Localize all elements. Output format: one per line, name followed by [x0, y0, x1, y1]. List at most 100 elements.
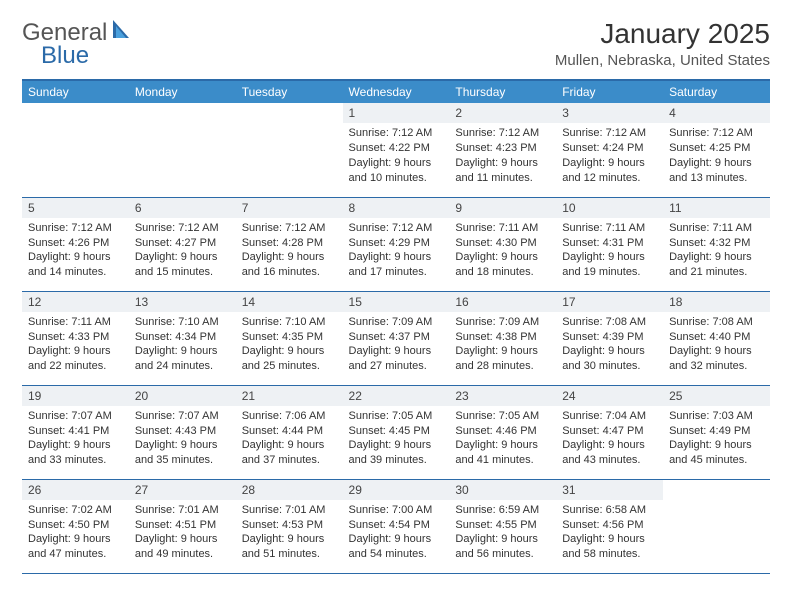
sunrise-text: Sunrise: 7:01 AM: [242, 503, 337, 518]
day-number: 31: [556, 480, 663, 500]
day-number: 21: [236, 386, 343, 406]
day-body: Sunrise: 7:01 AMSunset: 4:53 PMDaylight:…: [236, 500, 343, 565]
sunrise-text: Sunrise: 7:04 AM: [562, 409, 657, 424]
header: General January 2025 Mullen, Nebraska, U…: [22, 18, 770, 69]
calendar-cell: 2Sunrise: 7:12 AMSunset: 4:23 PMDaylight…: [449, 103, 556, 197]
calendar-cell: 4Sunrise: 7:12 AMSunset: 4:25 PMDaylight…: [663, 103, 770, 197]
weekday-header: Sunday: [22, 80, 129, 103]
sunset-text: Sunset: 4:38 PM: [455, 330, 550, 345]
title-block: January 2025 Mullen, Nebraska, United St…: [555, 18, 770, 69]
calendar-cell: 8Sunrise: 7:12 AMSunset: 4:29 PMDaylight…: [343, 197, 450, 291]
logo-line2: Blue: [41, 42, 89, 70]
sunset-text: Sunset: 4:54 PM: [349, 518, 444, 533]
sunrise-text: Sunrise: 6:59 AM: [455, 503, 550, 518]
day-number: 29: [343, 480, 450, 500]
day-number: 13: [129, 292, 236, 312]
day-body: Sunrise: 7:12 AMSunset: 4:23 PMDaylight:…: [449, 123, 556, 188]
daylight-text: Daylight: 9 hours and 14 minutes.: [28, 250, 123, 280]
sunset-text: Sunset: 4:50 PM: [28, 518, 123, 533]
day-number: [663, 480, 770, 484]
sunset-text: Sunset: 4:44 PM: [242, 424, 337, 439]
calendar-row: 5Sunrise: 7:12 AMSunset: 4:26 PMDaylight…: [22, 197, 770, 291]
day-number: 12: [22, 292, 129, 312]
daylight-text: Daylight: 9 hours and 43 minutes.: [562, 438, 657, 468]
calendar-row: 19Sunrise: 7:07 AMSunset: 4:41 PMDayligh…: [22, 385, 770, 479]
sunset-text: Sunset: 4:37 PM: [349, 330, 444, 345]
calendar-cell: 17Sunrise: 7:08 AMSunset: 4:39 PMDayligh…: [556, 291, 663, 385]
calendar-cell: 1Sunrise: 7:12 AMSunset: 4:22 PMDaylight…: [343, 103, 450, 197]
daylight-text: Daylight: 9 hours and 24 minutes.: [135, 344, 230, 374]
sunrise-text: Sunrise: 7:07 AM: [135, 409, 230, 424]
calendar-table: Sunday Monday Tuesday Wednesday Thursday…: [22, 79, 770, 574]
day-number: 23: [449, 386, 556, 406]
daylight-text: Daylight: 9 hours and 21 minutes.: [669, 250, 764, 280]
sunrise-text: Sunrise: 7:12 AM: [349, 126, 444, 141]
daylight-text: Daylight: 9 hours and 30 minutes.: [562, 344, 657, 374]
day-number: 11: [663, 198, 770, 218]
weekday-header: Tuesday: [236, 80, 343, 103]
day-number: [236, 103, 343, 107]
calendar-cell: 10Sunrise: 7:11 AMSunset: 4:31 PMDayligh…: [556, 197, 663, 291]
calendar-cell: 28Sunrise: 7:01 AMSunset: 4:53 PMDayligh…: [236, 479, 343, 573]
calendar-cell: [236, 103, 343, 197]
day-body: Sunrise: 7:10 AMSunset: 4:35 PMDaylight:…: [236, 312, 343, 377]
sunset-text: Sunset: 4:39 PM: [562, 330, 657, 345]
daylight-text: Daylight: 9 hours and 16 minutes.: [242, 250, 337, 280]
day-number: 4: [663, 103, 770, 123]
day-body: Sunrise: 7:12 AMSunset: 4:27 PMDaylight:…: [129, 218, 236, 283]
location: Mullen, Nebraska, United States: [555, 52, 770, 69]
day-body: Sunrise: 6:58 AMSunset: 4:56 PMDaylight:…: [556, 500, 663, 565]
daylight-text: Daylight: 9 hours and 12 minutes.: [562, 156, 657, 186]
calendar-cell: 11Sunrise: 7:11 AMSunset: 4:32 PMDayligh…: [663, 197, 770, 291]
calendar-cell: [663, 479, 770, 573]
sunrise-text: Sunrise: 7:01 AM: [135, 503, 230, 518]
sunrise-text: Sunrise: 7:12 AM: [242, 221, 337, 236]
calendar-cell: 15Sunrise: 7:09 AMSunset: 4:37 PMDayligh…: [343, 291, 450, 385]
sunrise-text: Sunrise: 7:02 AM: [28, 503, 123, 518]
sunrise-text: Sunrise: 7:11 AM: [669, 221, 764, 236]
sunrise-text: Sunrise: 7:12 AM: [455, 126, 550, 141]
sunset-text: Sunset: 4:45 PM: [349, 424, 444, 439]
sunrise-text: Sunrise: 7:05 AM: [455, 409, 550, 424]
day-body: Sunrise: 7:12 AMSunset: 4:25 PMDaylight:…: [663, 123, 770, 188]
day-number: 26: [22, 480, 129, 500]
day-body: Sunrise: 7:11 AMSunset: 4:33 PMDaylight:…: [22, 312, 129, 377]
calendar-cell: 13Sunrise: 7:10 AMSunset: 4:34 PMDayligh…: [129, 291, 236, 385]
daylight-text: Daylight: 9 hours and 32 minutes.: [669, 344, 764, 374]
day-body: Sunrise: 7:06 AMSunset: 4:44 PMDaylight:…: [236, 406, 343, 471]
calendar-cell: 12Sunrise: 7:11 AMSunset: 4:33 PMDayligh…: [22, 291, 129, 385]
weekday-header: Thursday: [449, 80, 556, 103]
daylight-text: Daylight: 9 hours and 19 minutes.: [562, 250, 657, 280]
calendar-cell: 19Sunrise: 7:07 AMSunset: 4:41 PMDayligh…: [22, 385, 129, 479]
weekday-header-row: Sunday Monday Tuesday Wednesday Thursday…: [22, 80, 770, 103]
day-number: 24: [556, 386, 663, 406]
day-body: Sunrise: 7:04 AMSunset: 4:47 PMDaylight:…: [556, 406, 663, 471]
day-number: 17: [556, 292, 663, 312]
calendar-cell: 29Sunrise: 7:00 AMSunset: 4:54 PMDayligh…: [343, 479, 450, 573]
sunset-text: Sunset: 4:27 PM: [135, 236, 230, 251]
day-body: Sunrise: 7:11 AMSunset: 4:30 PMDaylight:…: [449, 218, 556, 283]
day-number: 18: [663, 292, 770, 312]
calendar-row: 1Sunrise: 7:12 AMSunset: 4:22 PMDaylight…: [22, 103, 770, 197]
daylight-text: Daylight: 9 hours and 18 minutes.: [455, 250, 550, 280]
month-title: January 2025: [555, 18, 770, 50]
daylight-text: Daylight: 9 hours and 11 minutes.: [455, 156, 550, 186]
daylight-text: Daylight: 9 hours and 25 minutes.: [242, 344, 337, 374]
day-body: Sunrise: 7:05 AMSunset: 4:46 PMDaylight:…: [449, 406, 556, 471]
sunrise-text: Sunrise: 7:09 AM: [349, 315, 444, 330]
daylight-text: Daylight: 9 hours and 35 minutes.: [135, 438, 230, 468]
calendar-row: 12Sunrise: 7:11 AMSunset: 4:33 PMDayligh…: [22, 291, 770, 385]
day-body: Sunrise: 7:12 AMSunset: 4:26 PMDaylight:…: [22, 218, 129, 283]
day-number: 2: [449, 103, 556, 123]
weekday-header: Monday: [129, 80, 236, 103]
sunset-text: Sunset: 4:56 PM: [562, 518, 657, 533]
daylight-text: Daylight: 9 hours and 17 minutes.: [349, 250, 444, 280]
sunset-text: Sunset: 4:41 PM: [28, 424, 123, 439]
calendar-cell: 30Sunrise: 6:59 AMSunset: 4:55 PMDayligh…: [449, 479, 556, 573]
sunrise-text: Sunrise: 7:08 AM: [669, 315, 764, 330]
calendar-cell: 25Sunrise: 7:03 AMSunset: 4:49 PMDayligh…: [663, 385, 770, 479]
sunrise-text: Sunrise: 7:12 AM: [669, 126, 764, 141]
day-number: 28: [236, 480, 343, 500]
calendar-cell: 3Sunrise: 7:12 AMSunset: 4:24 PMDaylight…: [556, 103, 663, 197]
calendar-cell: 20Sunrise: 7:07 AMSunset: 4:43 PMDayligh…: [129, 385, 236, 479]
